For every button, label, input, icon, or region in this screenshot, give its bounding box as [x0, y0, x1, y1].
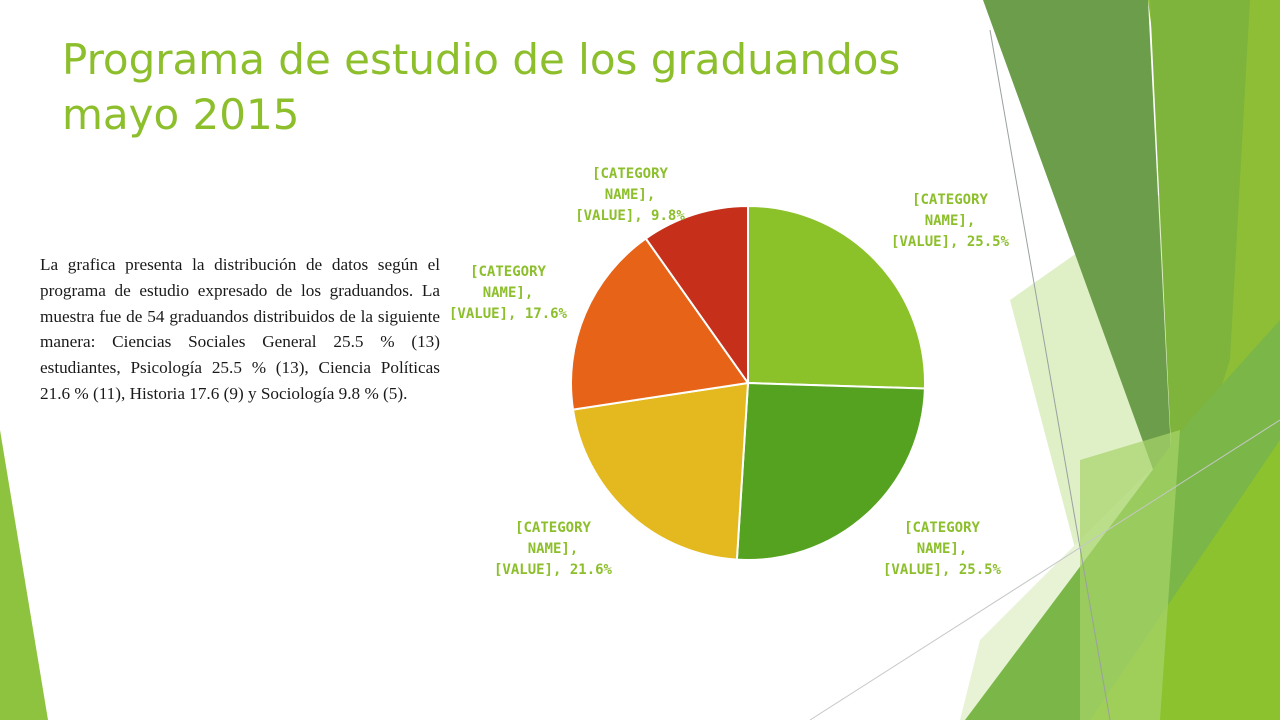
- slice-label-line: [VALUE], 25.5%: [891, 234, 1010, 250]
- slice-label-2: [CATEGORY NAME], [VALUE], 25.5%: [883, 520, 1002, 578]
- left-accent-shape: [0, 430, 48, 720]
- page-title: Programa de estudio de los graduandos ma…: [62, 32, 942, 142]
- slice-label-line: NAME],: [605, 187, 656, 203]
- slice-label-line: NAME],: [917, 541, 968, 557]
- pie-slice-4: [570, 237, 750, 411]
- chart-description: La grafica presenta la distribución de d…: [40, 255, 440, 403]
- slice-label-line: [CATEGORY: [912, 192, 988, 208]
- slice-label-5: [CATEGORY NAME], [VALUE], 9.8%: [575, 166, 685, 224]
- slice-label-line: [CATEGORY: [515, 520, 591, 536]
- slice-label-line: [CATEGORY: [904, 520, 980, 536]
- pie-slice-3: [571, 381, 750, 561]
- slice-label-3: [CATEGORY NAME], [VALUE], 21.6%: [494, 520, 613, 578]
- pie-slice-1: [747, 204, 926, 390]
- slice-label-1: [CATEGORY NAME], [VALUE], 25.5%: [891, 192, 1010, 250]
- slice-label-4: [CATEGORY NAME], [VALUE], 17.6%: [449, 264, 568, 322]
- slice-label-line: NAME],: [528, 541, 579, 557]
- title-line-2: mayo 2015: [62, 90, 300, 139]
- center-lime-shape: [1080, 430, 1180, 720]
- slice-label-line: [VALUE], 17.6%: [449, 306, 568, 322]
- pie-slice-5: [644, 204, 749, 387]
- slice-label-line: [VALUE], 21.6%: [494, 562, 613, 578]
- title-line-1: Programa de estudio de los graduandos: [62, 35, 901, 84]
- decor-line-2: [809, 419, 1280, 720]
- slice-label-line: [VALUE], 9.8%: [575, 208, 685, 224]
- slice-label-line: [VALUE], 25.5%: [883, 562, 1002, 578]
- slice-label-line: [CATEGORY: [470, 264, 546, 280]
- decor-line-1: [989, 29, 1111, 720]
- right-dark-shape: [983, 0, 1175, 530]
- slice-label-line: NAME],: [483, 285, 534, 301]
- slice-label-line: [CATEGORY: [592, 166, 668, 182]
- right-mid-shape: [1150, 0, 1250, 530]
- slice-label-line: NAME],: [925, 213, 976, 229]
- pie-slice-2: [735, 381, 926, 561]
